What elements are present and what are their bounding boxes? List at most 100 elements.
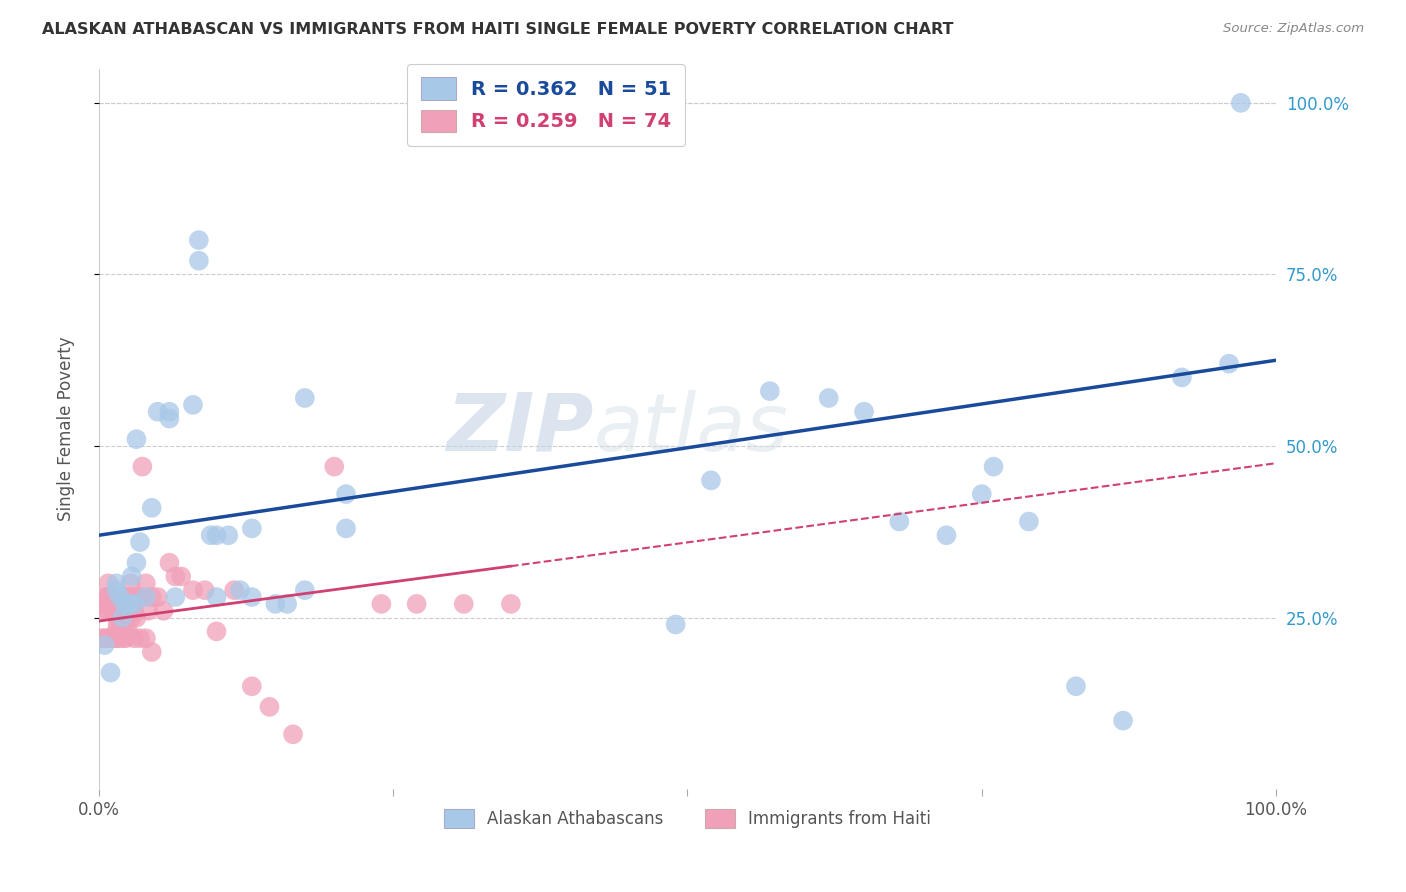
Point xyxy=(121,590,143,604)
Point xyxy=(115,610,138,624)
Point xyxy=(122,604,145,618)
Text: ALASKAN ATHABASCAN VS IMMIGRANTS FROM HAITI SINGLE FEMALE POVERTY CORRELATION CH: ALASKAN ATHABASCAN VS IMMIGRANTS FROM HA… xyxy=(42,22,953,37)
Point xyxy=(141,590,163,604)
Point xyxy=(91,631,114,645)
Point xyxy=(135,576,157,591)
Point xyxy=(165,569,187,583)
Point xyxy=(700,474,723,488)
Point xyxy=(1112,714,1135,728)
Point xyxy=(165,590,187,604)
Point xyxy=(135,590,157,604)
Point xyxy=(146,405,169,419)
Point xyxy=(94,590,117,604)
Point xyxy=(98,631,121,645)
Point xyxy=(96,590,118,604)
Point xyxy=(141,645,163,659)
Point xyxy=(98,597,121,611)
Point xyxy=(97,576,120,591)
Point xyxy=(187,253,209,268)
Legend: Alaskan Athabascans, Immigrants from Haiti: Alaskan Athabascans, Immigrants from Hai… xyxy=(437,803,938,835)
Y-axis label: Single Female Poverty: Single Female Poverty xyxy=(58,336,75,521)
Point xyxy=(294,583,316,598)
Point xyxy=(114,617,136,632)
Point xyxy=(276,597,298,611)
Point xyxy=(100,590,122,604)
Point xyxy=(205,624,228,639)
Point xyxy=(405,597,427,611)
Point xyxy=(96,631,118,645)
Point xyxy=(112,631,135,645)
Point xyxy=(103,631,125,645)
Point xyxy=(146,590,169,604)
Point xyxy=(110,590,132,604)
Point xyxy=(121,610,143,624)
Point xyxy=(217,528,239,542)
Point xyxy=(194,583,217,598)
Point xyxy=(110,624,132,639)
Point xyxy=(108,590,131,604)
Point xyxy=(117,590,139,604)
Point xyxy=(1064,679,1087,693)
Point xyxy=(125,556,148,570)
Point xyxy=(759,384,782,398)
Point xyxy=(117,624,139,639)
Point xyxy=(281,727,304,741)
Point xyxy=(970,487,993,501)
Point xyxy=(665,617,688,632)
Point xyxy=(181,583,204,598)
Point xyxy=(159,411,181,425)
Point xyxy=(118,590,141,604)
Point xyxy=(181,398,204,412)
Point xyxy=(129,535,152,549)
Point xyxy=(107,617,129,632)
Point xyxy=(187,233,209,247)
Text: ZIP: ZIP xyxy=(446,390,593,468)
Text: Source: ZipAtlas.com: Source: ZipAtlas.com xyxy=(1223,22,1364,36)
Point xyxy=(115,604,138,618)
Point xyxy=(125,432,148,446)
Point xyxy=(93,631,115,645)
Point xyxy=(105,631,128,645)
Point xyxy=(125,590,148,604)
Point xyxy=(259,699,281,714)
Point xyxy=(127,590,149,604)
Point xyxy=(1171,370,1194,384)
Point xyxy=(889,515,911,529)
Point xyxy=(240,521,263,535)
Point xyxy=(105,583,128,598)
Point xyxy=(120,576,142,591)
Point xyxy=(103,604,125,618)
Point xyxy=(111,610,134,624)
Text: atlas: atlas xyxy=(593,390,787,468)
Point xyxy=(240,679,263,693)
Point xyxy=(100,631,122,645)
Point xyxy=(121,569,143,583)
Point xyxy=(159,556,181,570)
Point xyxy=(91,604,114,618)
Point xyxy=(935,528,957,542)
Point xyxy=(114,597,136,611)
Point xyxy=(135,631,157,645)
Point xyxy=(111,604,134,618)
Point xyxy=(499,597,522,611)
Point xyxy=(853,405,876,419)
Point xyxy=(335,521,357,535)
Point xyxy=(205,528,228,542)
Point xyxy=(117,597,139,611)
Point xyxy=(817,391,839,405)
Point xyxy=(141,500,163,515)
Point xyxy=(115,604,138,618)
Point xyxy=(264,597,287,611)
Point xyxy=(97,604,120,618)
Point xyxy=(131,459,153,474)
Point xyxy=(104,590,127,604)
Point xyxy=(129,590,152,604)
Point xyxy=(323,459,346,474)
Point xyxy=(122,631,145,645)
Point xyxy=(240,590,263,604)
Point xyxy=(453,597,475,611)
Point xyxy=(1229,95,1251,110)
Point xyxy=(117,597,139,611)
Point xyxy=(105,576,128,591)
Point xyxy=(101,604,124,618)
